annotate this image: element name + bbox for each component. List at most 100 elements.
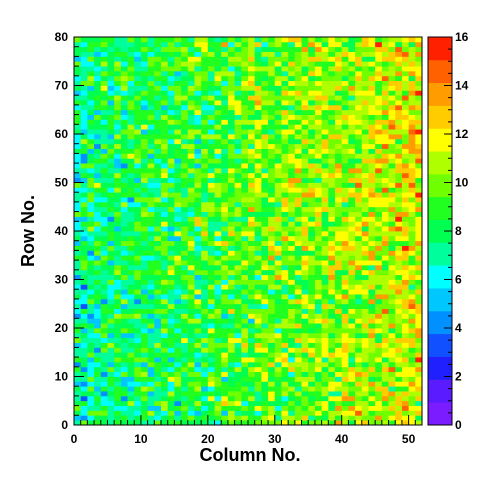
heatmap-cell	[248, 182, 256, 188]
heatmap-cell	[74, 357, 82, 363]
heatmap-cell	[80, 211, 88, 217]
heatmap-cell	[328, 318, 336, 324]
heatmap-cell	[268, 46, 276, 52]
heatmap-cell	[388, 221, 396, 227]
heatmap-cell	[127, 284, 135, 290]
heatmap-cell	[314, 250, 323, 256]
heatmap-cell	[187, 274, 195, 280]
heatmap-cell	[154, 46, 162, 52]
heatmap-cell	[241, 211, 249, 217]
heatmap-cell	[321, 376, 329, 382]
heatmap-cell	[314, 303, 323, 309]
heatmap-cell	[87, 109, 95, 115]
heatmap-cell	[401, 391, 410, 397]
heatmap-cell	[80, 192, 88, 198]
heatmap-cell	[381, 294, 389, 300]
heatmap-cell	[107, 255, 115, 261]
heatmap-cell	[107, 332, 115, 339]
heatmap-cell	[181, 357, 189, 363]
heatmap-cell	[368, 410, 376, 416]
heatmap-cell	[268, 318, 276, 324]
heatmap-cell	[335, 395, 343, 402]
heatmap-cell	[301, 163, 309, 169]
heatmap-cell	[408, 172, 416, 179]
heatmap-cell	[415, 211, 423, 217]
heatmap-cell	[87, 395, 95, 402]
heatmap-cell	[174, 70, 182, 77]
heatmap-cell	[381, 153, 389, 159]
heatmap-cell	[381, 391, 389, 397]
heatmap-cell	[234, 274, 242, 280]
heatmap-cell	[335, 391, 343, 397]
heatmap-cell	[194, 124, 202, 130]
heatmap-cell	[335, 342, 343, 348]
heatmap-cell	[134, 51, 142, 57]
heatmap-cell	[134, 255, 142, 261]
heatmap-cell	[254, 90, 262, 96]
heatmap-cell	[201, 134, 209, 140]
heatmap-cell	[381, 395, 389, 402]
heatmap-cell	[80, 420, 88, 426]
heatmap-cell	[154, 206, 162, 212]
heatmap-cell	[207, 337, 215, 343]
heatmap-cell	[395, 104, 403, 111]
heatmap-cell	[94, 56, 102, 62]
heatmap-cell	[74, 56, 82, 62]
heatmap-cell	[94, 264, 102, 271]
heatmap-cell	[415, 235, 423, 242]
heatmap-cell	[74, 410, 82, 416]
heatmap-cell	[201, 240, 209, 246]
heatmap-cell	[100, 279, 108, 285]
heatmap-cell	[187, 80, 195, 86]
heatmap-cell	[107, 386, 115, 392]
heatmap-cell	[140, 51, 149, 57]
heatmap-cell	[87, 75, 95, 82]
heatmap-cell	[74, 289, 82, 295]
heatmap-cell	[248, 90, 256, 96]
heatmap-cell	[268, 366, 276, 373]
heatmap-cell	[161, 415, 169, 421]
heatmap-cell	[375, 129, 383, 135]
heatmap-cell	[254, 187, 262, 193]
heatmap-cell	[87, 187, 95, 193]
heatmap-cell	[335, 182, 343, 188]
heatmap-cell	[74, 182, 82, 188]
heatmap-cell	[328, 109, 336, 115]
heatmap-cell	[341, 303, 349, 309]
heatmap-cell	[254, 56, 262, 62]
heatmap-cell	[214, 395, 222, 402]
heatmap-cell	[74, 347, 82, 353]
heatmap-cell	[100, 313, 108, 319]
heatmap-cell	[80, 294, 88, 300]
heatmap-cell	[375, 201, 383, 208]
heatmap-cell	[274, 332, 282, 339]
heatmap-cell	[281, 269, 289, 276]
heatmap-cell	[120, 386, 128, 392]
heatmap-cell	[80, 391, 88, 397]
heatmap-cell	[114, 400, 122, 406]
heatmap-cell	[341, 405, 349, 411]
heatmap-cell	[248, 308, 256, 314]
heatmap-cell	[281, 192, 289, 198]
heatmap-cell	[361, 289, 369, 295]
heatmap-cell	[254, 381, 262, 387]
heatmap-cell	[401, 124, 410, 130]
heatmap-cell	[107, 56, 115, 62]
heatmap-cell	[368, 332, 376, 339]
heatmap-cell	[341, 119, 349, 125]
heatmap-cell	[154, 298, 162, 305]
heatmap-cell	[254, 41, 262, 48]
heatmap-cell	[335, 80, 343, 86]
heatmap-cell	[375, 386, 383, 392]
heatmap-cell	[120, 250, 128, 256]
heatmap-cell	[335, 201, 343, 208]
heatmap-cell	[234, 143, 242, 149]
heatmap-cell	[314, 395, 323, 402]
heatmap-cell	[187, 294, 195, 300]
heatmap-cell	[281, 41, 289, 48]
heatmap-cell	[94, 415, 102, 421]
heatmap-cell	[308, 167, 316, 174]
heatmap-cell	[174, 66, 182, 72]
heatmap-cell	[120, 415, 128, 421]
heatmap-cell	[120, 264, 128, 271]
